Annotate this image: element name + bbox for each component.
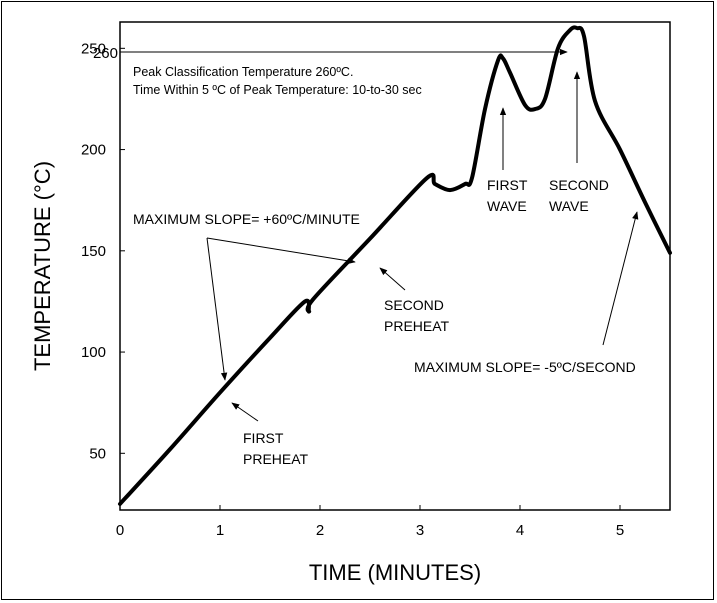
y-tick-label: 100 [81,344,106,361]
max-slope-down-arrow [602,211,639,346]
x-tick-label: 4 [516,522,524,539]
x-axis-title: TIME (MINUTES) [309,560,481,585]
y-tick-label: 50 [89,445,106,462]
second-preheat-label-1: SECOND [384,297,444,313]
max-slope-arrow-2 [206,237,356,265]
x-axis-ticks: 0 1 2 3 4 5 [116,505,624,539]
second-wave-label-1: SECOND [549,177,609,193]
x-tick-label: 2 [316,522,324,539]
first-preheat-arrow [231,402,259,422]
temperature-profile-line [118,25,672,506]
peak-note-line1: Peak Classification Temperature 260ºC. [133,65,353,79]
x-tick-label: 1 [216,522,224,539]
first-wave-label-1: FIRST [487,177,528,193]
second-preheat-arrow [379,267,406,291]
y-tick-label: 250 [81,40,106,57]
max-slope-down-label: MAXIMUM SLOPE= -5ºC/SECOND [414,359,636,375]
x-tick-label: 3 [416,522,424,539]
peak-note-line2: Time Within 5 ºC of Peak Temperature: 10… [133,83,422,97]
y-tick-label: 200 [81,142,106,159]
first-preheat-label-2: PREHEAT [243,451,309,467]
plot-area [119,21,671,511]
first-wave-label-2: WAVE [487,198,527,214]
y-axis-ticks: 50 100 150 200 250 [81,40,125,462]
first-preheat-label-1: FIRST [243,430,284,446]
max-slope-up-label: MAXIMUM SLOPE= +60ºC/MINUTE [133,211,360,227]
second-wave-label-2: WAVE [549,198,589,214]
y-axis-title: TEMPERATURE (°C) [30,161,55,371]
y-tick-label: 150 [81,243,106,260]
x-tick-label: 0 [116,522,124,539]
x-tick-label: 5 [616,522,624,539]
second-preheat-label-2: PREHEAT [384,318,450,334]
max-slope-arrow-1 [206,237,228,381]
peak-260-label: 260 [93,45,118,62]
